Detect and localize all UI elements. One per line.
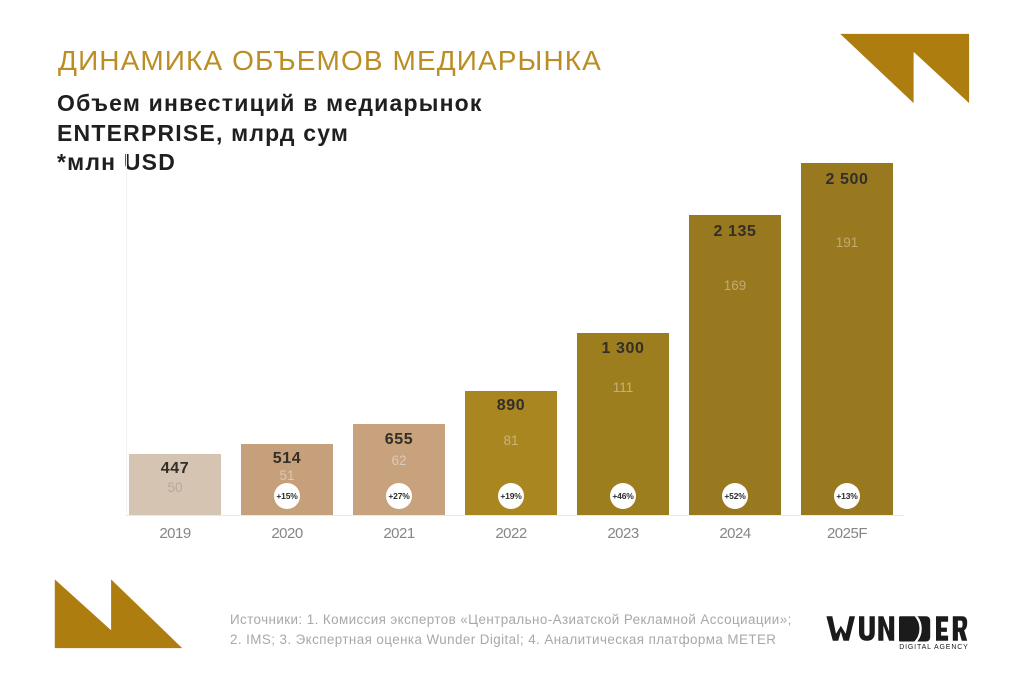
svg-text:DIGITAL AGENCY: DIGITAL AGENCY	[899, 644, 968, 651]
